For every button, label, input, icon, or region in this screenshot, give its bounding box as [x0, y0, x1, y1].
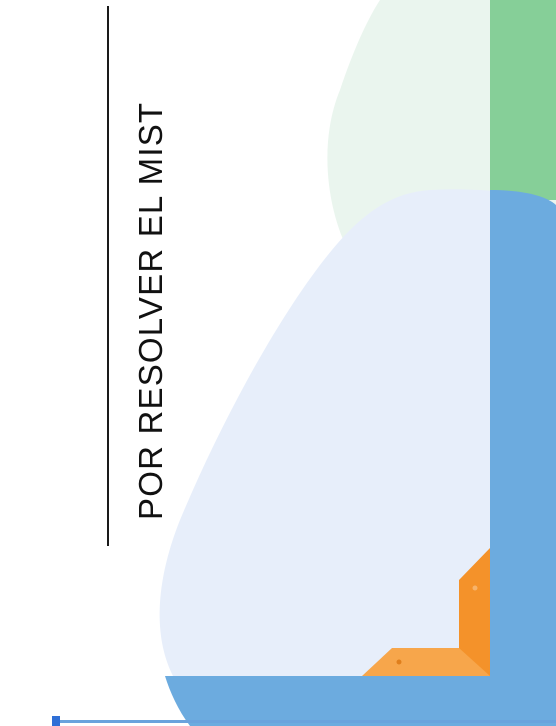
green-panel — [490, 0, 556, 200]
bottom-divider-line — [60, 720, 556, 723]
orange-bracket-vertical — [459, 548, 490, 676]
pale-blue-blob — [159, 189, 556, 726]
blue-panel — [490, 190, 556, 726]
bracket-rivet-dot — [396, 659, 402, 665]
vertical-divider — [107, 6, 109, 546]
blue-bottom-band — [165, 676, 556, 726]
bracket-rivet-dot — [472, 585, 478, 591]
orange-bracket-horizontal — [362, 648, 490, 676]
vertical-headline: POR RESOLVER EL MIST — [132, 101, 169, 520]
bottom-accent-mark — [52, 716, 60, 726]
